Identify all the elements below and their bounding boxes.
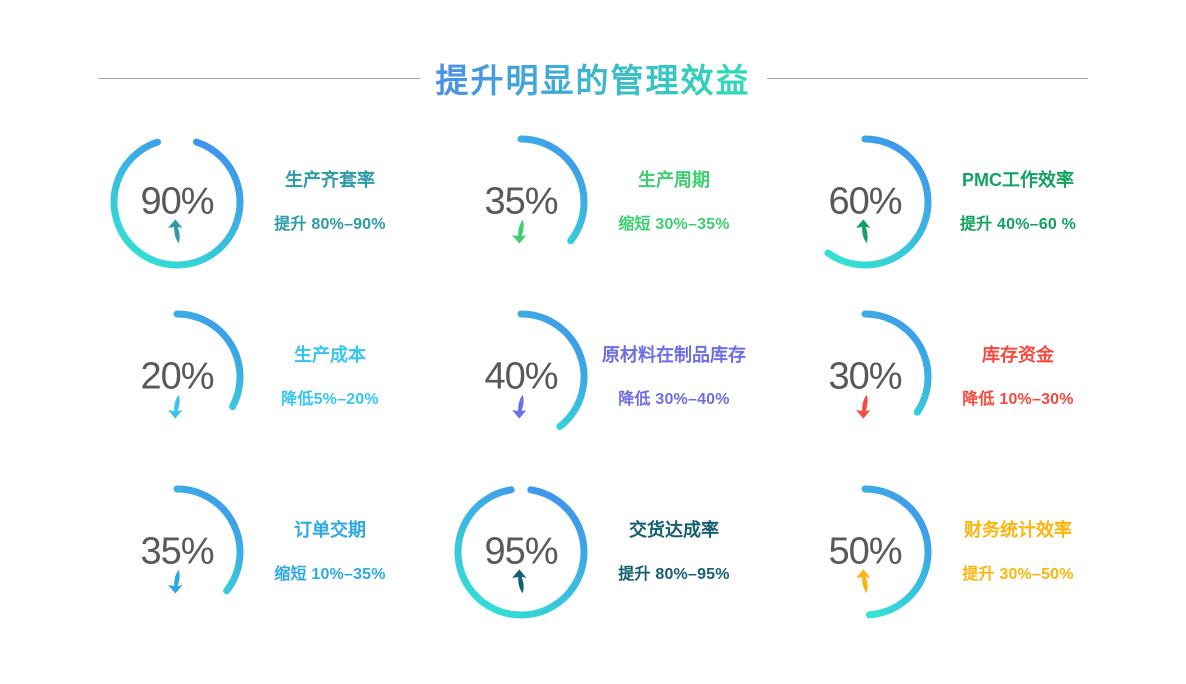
metric-label: 生产周期 — [638, 169, 710, 190]
metric-text: PMC工作效率 提升 40%–60 % — [930, 169, 1106, 235]
slide-title: 提升明显的管理效益 — [436, 54, 751, 102]
gauge-card: 60% PMC工作效率 提升 40%–60 % — [798, 114, 1142, 289]
gauge-card: 35% 生产周期 缩短 30%–35% — [454, 114, 798, 289]
metric-range: 降低 10%–30% — [962, 390, 1074, 408]
trend-down-arrow-icon — [511, 218, 532, 245]
gauge: 60% — [798, 135, 932, 269]
metric-range: 缩短 30%–35% — [618, 215, 730, 233]
trend-down-arrow-icon — [167, 393, 188, 420]
gauge: 95% — [454, 485, 588, 619]
gauge: 30% — [798, 310, 932, 444]
trend-up-arrow-icon — [855, 218, 876, 245]
metric-text: 库存资金 降低 10%–30% — [930, 344, 1106, 410]
gauge-arc — [110, 138, 244, 268]
metric-text: 财务统计效率 提升 30%–50% — [930, 519, 1106, 585]
gauge-value: 35% — [484, 180, 558, 222]
gauge: 20% — [110, 310, 244, 444]
gauge-value: 50% — [828, 530, 902, 572]
gauge-arc — [173, 310, 244, 410]
gauge-arc — [824, 135, 932, 268]
gauge-card: 30% 库存资金 降低 10%–30% — [798, 289, 1142, 464]
header-divider-right — [766, 77, 1088, 79]
gauge-value: 35% — [140, 530, 214, 572]
metric-label: 财务统计效率 — [964, 519, 1072, 540]
metric-text: 原材料在制品库存 降低 30%–40% — [586, 344, 762, 410]
gauge-value: 40% — [484, 355, 558, 397]
gauge: 40% — [454, 310, 588, 444]
gauge-value: 90% — [140, 180, 214, 222]
metric-label: PMC工作效率 — [962, 169, 1074, 190]
gauge-value: 20% — [140, 355, 214, 397]
gauge-card: 35% 订单交期 缩短 10%–35% — [110, 464, 454, 639]
metric-text: 交货达成率 提升 80%–95% — [586, 519, 762, 585]
trend-down-arrow-icon — [855, 393, 876, 420]
gauge-value: 30% — [828, 355, 902, 397]
trend-down-arrow-icon — [511, 393, 532, 420]
gauge-arc — [517, 135, 588, 244]
metric-range: 提升 80%–95% — [618, 565, 730, 583]
gauge: 90% — [110, 135, 244, 269]
metric-range: 提升 80%–90% — [274, 215, 386, 233]
gauge: 35% — [454, 135, 588, 269]
gauge-grid: 90% 生产齐套率 提升 80%–90% 35% 生产周期 缩短 30%–35% — [110, 114, 1142, 639]
metric-text: 生产齐套率 提升 80%–90% — [242, 169, 418, 235]
gauge-arc — [454, 485, 588, 618]
metric-range: 缩短 10%–35% — [274, 565, 386, 583]
gauge-arc — [861, 310, 932, 416]
metric-label: 生产成本 — [294, 344, 366, 365]
gauge-card: 40% 原材料在制品库存 降低 30%–40% — [454, 289, 798, 464]
gauge-arc — [861, 485, 932, 618]
trend-up-arrow-icon — [855, 568, 876, 595]
trend-down-arrow-icon — [167, 568, 188, 595]
trend-up-arrow-icon — [511, 568, 532, 595]
metric-text: 生产成本 降低5%–20% — [242, 344, 418, 410]
slide-header: 提升明显的管理效益 — [98, 58, 1088, 99]
gauge: 35% — [110, 485, 244, 619]
gauge-card: 95% 交货达成率 提升 80%–95% — [454, 464, 798, 639]
metric-range: 提升 40%–60 % — [959, 215, 1077, 233]
metric-range: 提升 30%–50% — [962, 565, 1074, 583]
gauge-card: 20% 生产成本 降低5%–20% — [110, 289, 454, 464]
metric-label: 原材料在制品库存 — [602, 344, 746, 365]
metric-label: 交货达成率 — [629, 519, 719, 540]
gauge-value: 95% — [484, 530, 558, 572]
metric-label: 订单交期 — [294, 519, 366, 540]
gauge-value: 60% — [828, 180, 902, 222]
gauge-arc — [517, 310, 588, 430]
gauge: 50% — [798, 485, 932, 619]
metric-label: 库存资金 — [982, 344, 1054, 365]
metric-range: 降低5%–20% — [281, 390, 379, 408]
header-divider-left — [98, 77, 420, 79]
gauge-card: 50% 财务统计效率 提升 30%–50% — [798, 464, 1142, 639]
metric-range: 降低 30%–40% — [618, 390, 730, 408]
gauge-arc — [173, 485, 244, 594]
metric-text: 订单交期 缩短 10%–35% — [242, 519, 418, 585]
metric-label: 生产齐套率 — [285, 169, 375, 190]
gauge-card: 90% 生产齐套率 提升 80%–90% — [110, 114, 454, 289]
trend-up-arrow-icon — [167, 218, 188, 245]
metric-text: 生产周期 缩短 30%–35% — [586, 169, 762, 235]
